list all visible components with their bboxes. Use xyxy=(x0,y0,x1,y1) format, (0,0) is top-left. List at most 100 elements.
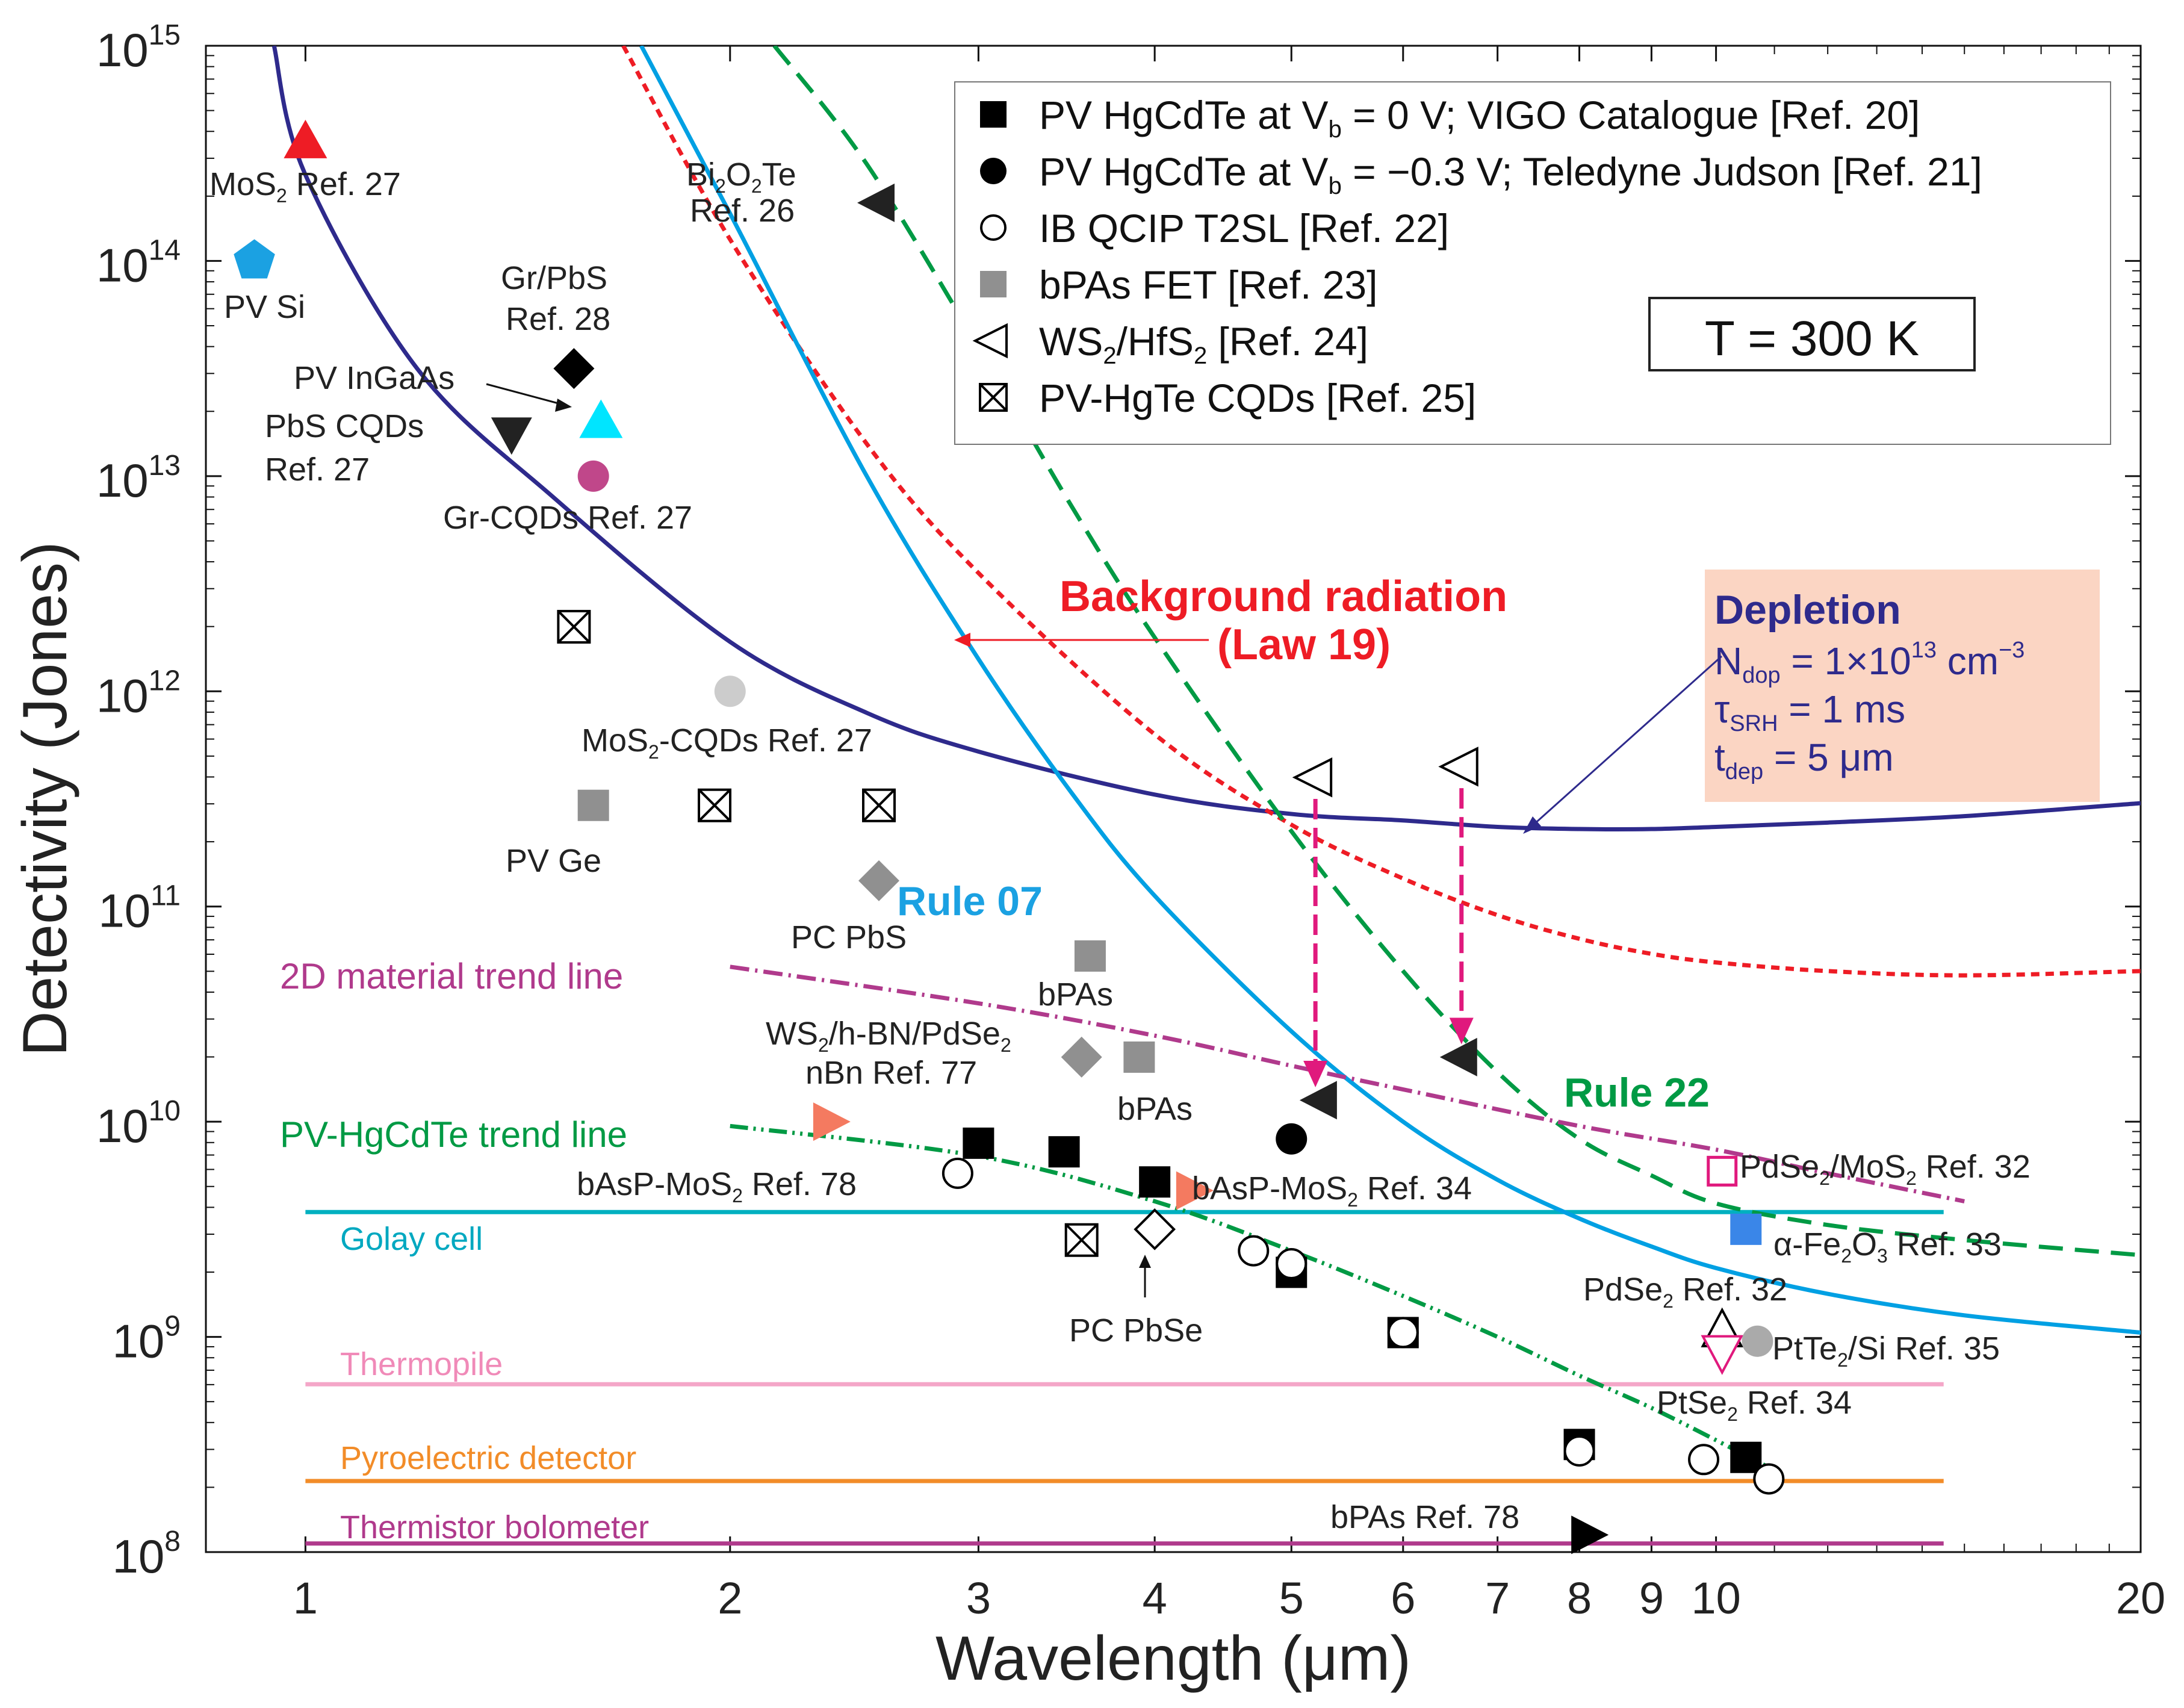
bi2o2te-ref: Ref. 26 xyxy=(690,193,795,229)
tau-value: = 1 ms xyxy=(1778,688,1906,731)
tau-symbol: τ xyxy=(1714,688,1730,731)
point--fe2o3-ref-33 xyxy=(1730,1213,1762,1245)
x-tick-label: 5 xyxy=(1279,1573,1304,1623)
y-tick-base: 10 xyxy=(96,454,149,507)
y-tick-base: 10 xyxy=(96,1099,149,1152)
y-tick-label: 109 xyxy=(113,1311,181,1368)
bpas78-label: bPAs Ref. 78 xyxy=(1330,1499,1519,1535)
pvge-label: PV Ge xyxy=(506,843,601,879)
legend-label: IB QCIP T2SL [Ref. 22] xyxy=(1039,206,1449,250)
basp78-sub: 2 xyxy=(732,1185,743,1206)
pdse2mos2-a: PdSe xyxy=(1740,1149,1819,1185)
pdse2mos2-s2: 2 xyxy=(1906,1167,1917,1189)
ptte2-label: PtTe2/Si Ref. 35 xyxy=(1772,1331,2000,1371)
mos2cqd-b: -CQDs Ref. 27 xyxy=(659,722,872,759)
background-label-1: Background radiation xyxy=(1059,573,1507,621)
pdse2mos2-label: PdSe2/MoS2 Ref. 32 xyxy=(1740,1149,2030,1189)
ptse2-b: Ref. 34 xyxy=(1738,1385,1852,1421)
y-tick-exp: 10 xyxy=(149,1095,181,1127)
curve-depletion xyxy=(271,46,2141,831)
y-tick-exp: 12 xyxy=(149,665,181,697)
data-point-boxcross-cross xyxy=(698,789,731,822)
point-pc-pbse xyxy=(1134,1208,1176,1250)
point-ptse2-ref-34 xyxy=(1701,1335,1744,1375)
point-ptte2-si-ref-35 xyxy=(1742,1325,1773,1357)
point-pv-ge xyxy=(577,789,609,821)
data-point-square xyxy=(1074,940,1106,972)
depletion-tau: τSRH = 1 ms xyxy=(1714,688,1905,736)
y-tick-label: 1015 xyxy=(96,19,181,76)
x-tick-label: 10 xyxy=(1691,1573,1740,1623)
pdse2-sub: 2 xyxy=(1663,1290,1674,1312)
legend-text: PV HgCdTe at V xyxy=(1039,93,1329,137)
legend-label: WS2/HfS2 [Ref. 24] xyxy=(1039,319,1368,369)
conversion-arrows xyxy=(1303,788,1474,1087)
grcqd-label: Gr-CQDs Ref. 27 xyxy=(443,500,692,536)
pdse2-a: PdSe xyxy=(1583,1272,1663,1308)
y-tick-label: 1011 xyxy=(98,880,181,937)
ws2hbn-s1: 2 xyxy=(818,1034,829,1056)
golay-label: Golay cell xyxy=(340,1221,483,1257)
y-tick-base: 10 xyxy=(98,884,150,937)
thermopile-label: Thermopile xyxy=(340,1346,503,1382)
legend-text: = 0 V; VIGO Catalogue [Ref. 20] xyxy=(1342,93,1920,137)
rule22-label: Rule 22 xyxy=(1564,1070,1710,1116)
ingaas-pointer xyxy=(486,383,563,406)
legend-marker xyxy=(980,271,1007,297)
point-bpas-ref-78 xyxy=(1571,1515,1609,1554)
conversion-arrow-head xyxy=(1449,1017,1474,1045)
bi2o2te-s2: 2 xyxy=(751,175,762,197)
mos2cqd-sub: 2 xyxy=(648,741,659,763)
ptse2-sub: 2 xyxy=(1727,1403,1738,1425)
legend-text: PV HgCdTe at V xyxy=(1039,149,1329,194)
grpbs-label-1: Gr/PbS xyxy=(501,260,607,296)
ingaas-label: PV InGaAs xyxy=(294,360,454,396)
curve-rule-07 xyxy=(639,46,2141,1335)
y-tick-label: 1012 xyxy=(96,665,181,722)
y-tick-base: 10 xyxy=(96,669,149,722)
legend-sub: b xyxy=(1329,173,1342,199)
x-tick-label: 20 xyxy=(2116,1573,2165,1623)
data-point-triangle-left-open xyxy=(1438,747,1478,787)
data-point-square xyxy=(963,1127,994,1159)
pdse2-label: PdSe2 Ref. 32 xyxy=(1583,1272,1787,1312)
y-tick-label: 1013 xyxy=(96,450,181,507)
x-tick-label: 3 xyxy=(966,1573,991,1623)
depletion-pointer xyxy=(1531,655,1723,827)
data-point-circle-open xyxy=(1688,1444,1720,1476)
bi2o2te-b: O xyxy=(726,157,751,193)
data-point-square xyxy=(1139,1166,1171,1198)
background-label-2: (Law 19) xyxy=(1217,621,1391,669)
ws2hbn-a: WS xyxy=(766,1016,818,1052)
legend-marker-cross xyxy=(979,383,1008,412)
pdse2mos2-s1: 2 xyxy=(1819,1167,1830,1189)
x-tick-label: 2 xyxy=(718,1573,742,1623)
mos2-label-sub: 2 xyxy=(276,185,287,207)
point-gr-pbs-ref-28 xyxy=(553,348,595,390)
rule07-label: Rule 07 xyxy=(897,878,1043,924)
pbscqd-label-2: Ref. 27 xyxy=(265,452,370,488)
ndop-unit: cm xyxy=(1937,639,1999,683)
data-point-circle-open xyxy=(1238,1235,1270,1267)
y-tick-label: 1010 xyxy=(96,1095,181,1152)
data-point-circle-open xyxy=(1753,1463,1785,1495)
y-axis-title: Detectivity (Jones) xyxy=(10,541,80,1056)
ndop-exp: 13 xyxy=(1911,638,1937,663)
legend-sub: 2 xyxy=(1194,343,1207,369)
point-ws2-hfs2-converted xyxy=(1439,1037,1477,1076)
pdse2mos2-c: Ref. 32 xyxy=(1917,1149,2030,1185)
data-point-circle xyxy=(1276,1123,1308,1155)
data-markers xyxy=(234,119,1785,1554)
legend-text: = −0.3 V; Teledyne Judson [Ref. 21] xyxy=(1342,149,1982,194)
point-bi2o2te-ref-26 xyxy=(857,183,895,222)
ws2hbn-label-2: nBn Ref. 77 xyxy=(805,1055,977,1091)
legend-marker xyxy=(972,323,1008,359)
data-point-square xyxy=(1048,1136,1080,1168)
pdse2mos2-b: /MoS xyxy=(1830,1149,1906,1185)
y-tick-base: 10 xyxy=(113,1315,165,1368)
tau-sub: SRH xyxy=(1730,711,1778,736)
x-tick-label: 8 xyxy=(1567,1573,1592,1623)
data-point-circle-open xyxy=(1387,1317,1419,1349)
legend-label: PV HgCdTe at Vb = −0.3 V; Teledyne Judso… xyxy=(1039,149,1982,199)
basp34-a: bAsP-MoS xyxy=(1192,1170,1347,1206)
